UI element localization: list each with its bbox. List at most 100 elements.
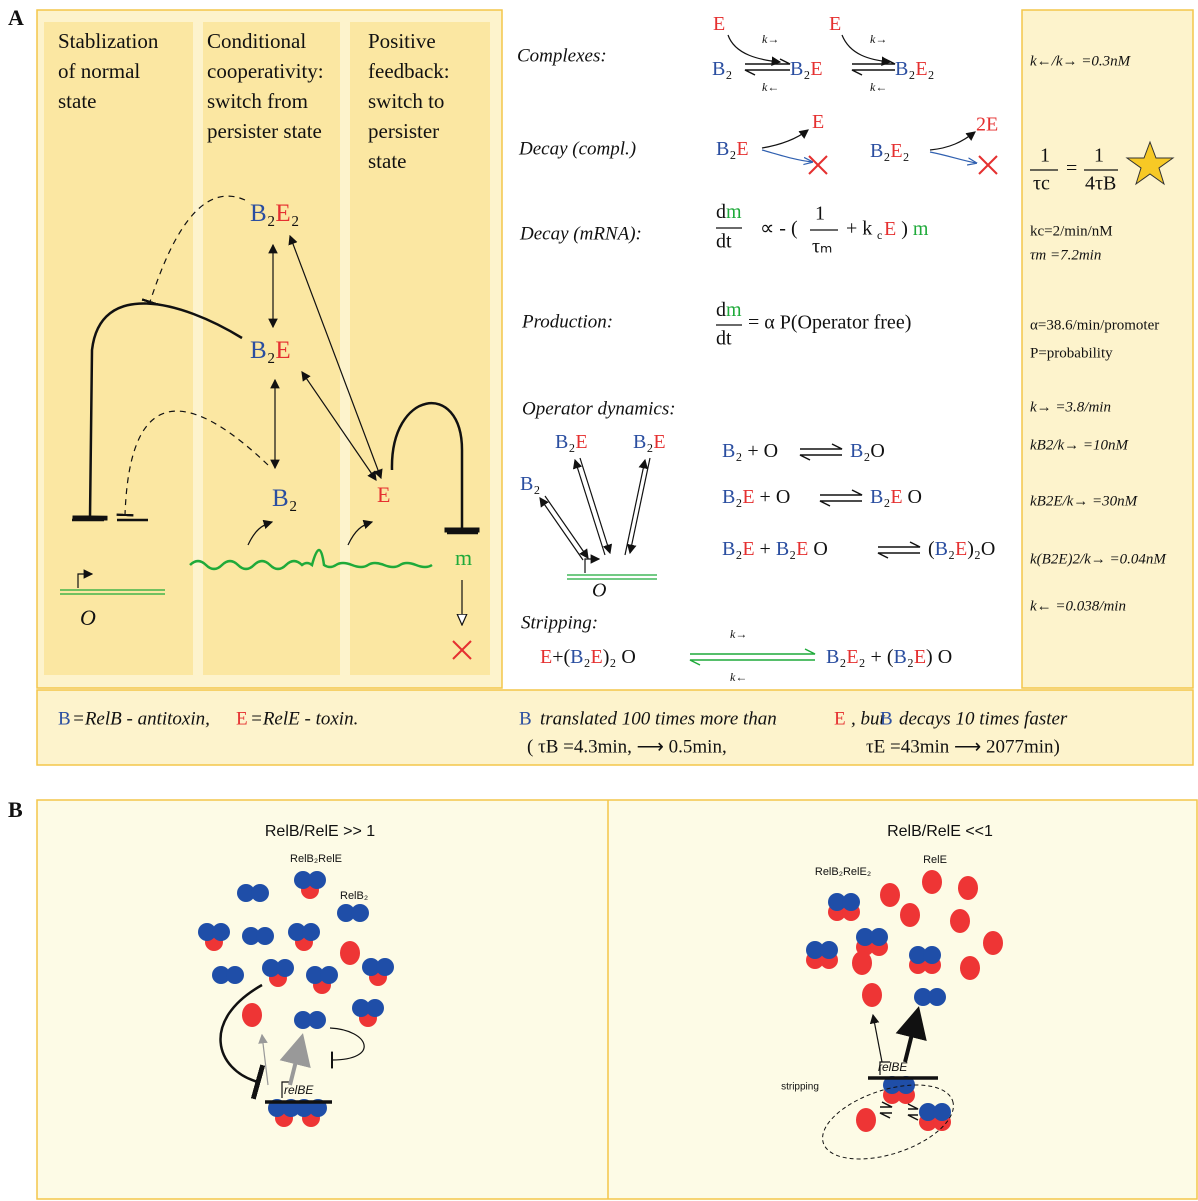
label: kB2E/k→ =30nM <box>1030 493 1139 509</box>
label: RelB₂RelE <box>290 853 342 865</box>
connector <box>281 1081 292 1098</box>
connector <box>247 519 274 546</box>
label: k← <box>870 80 887 94</box>
label: 1 <box>1094 145 1104 167</box>
antitoxin <box>919 1103 937 1121</box>
label: kB2/k→ =10nM <box>1030 437 1130 453</box>
label: k(B2E)2/k→ =0.04nM <box>1030 551 1167 567</box>
label: RelE <box>923 854 947 866</box>
antitoxin <box>352 999 370 1017</box>
label: α=38.6/min/promoter <box>1030 317 1159 333</box>
label: B₂ <box>712 58 732 80</box>
toxin <box>242 1003 262 1027</box>
toxin <box>880 883 900 907</box>
connector <box>907 1103 919 1110</box>
label: E <box>377 482 390 507</box>
label: B₂ + O <box>722 440 778 462</box>
label: + k <box>846 218 872 240</box>
label: B <box>8 797 23 822</box>
connector <box>744 69 790 76</box>
connector <box>978 155 998 175</box>
label: B₂ <box>520 473 540 495</box>
label: τₘ <box>812 236 833 258</box>
connector <box>808 155 828 175</box>
label: RelB₂RelE₂ <box>815 866 871 878</box>
label: 4τB <box>1085 173 1116 195</box>
connector <box>877 552 920 559</box>
label: B₂E + O <box>722 486 790 508</box>
connector <box>579 457 613 555</box>
antitoxin <box>897 1076 915 1094</box>
antitoxin <box>198 923 216 941</box>
panel <box>36 689 1194 766</box>
label: B₂E <box>790 58 823 80</box>
label: = <box>1066 158 1077 180</box>
connector <box>539 497 584 561</box>
antitoxin <box>337 904 355 922</box>
connector <box>880 1101 893 1108</box>
antitoxin <box>262 959 280 977</box>
connector <box>879 1061 890 1075</box>
label: τm =7.2min <box>1030 247 1101 263</box>
label: E <box>829 13 841 35</box>
connector <box>869 1013 883 1063</box>
label: , but <box>851 708 886 729</box>
label: Positive <box>368 29 436 53</box>
label: B₂O <box>850 440 885 462</box>
label: Stablization <box>58 29 159 53</box>
antitoxin <box>914 988 932 1006</box>
antitoxin <box>288 923 306 941</box>
panel <box>36 799 1198 1200</box>
panel <box>1021 9 1194 689</box>
antitoxin <box>351 904 369 922</box>
connector <box>116 410 269 517</box>
label: Production: <box>521 311 613 332</box>
label: ( τB =4.3min, ⟶ 0.5min, <box>527 736 727 757</box>
label: O <box>592 580 606 602</box>
antitoxin <box>362 958 380 976</box>
label: 1 <box>1040 145 1050 167</box>
connector <box>347 519 374 546</box>
connector <box>745 58 791 65</box>
antitoxin <box>276 959 294 977</box>
antitoxin <box>242 927 260 945</box>
connector <box>584 554 601 573</box>
toxin <box>856 1108 876 1132</box>
star-icon <box>1125 140 1175 186</box>
label: k→ =3.8/min <box>1030 399 1111 415</box>
label: B₂ <box>272 485 297 512</box>
label: dt <box>716 231 732 253</box>
label: state <box>368 149 406 173</box>
antitoxin <box>226 966 244 984</box>
label: E <box>236 708 248 729</box>
toxin <box>950 909 970 933</box>
antitoxin <box>308 871 326 889</box>
toxin <box>862 983 882 1007</box>
antitoxin <box>294 1011 312 1029</box>
connector <box>799 454 842 461</box>
connector <box>761 129 809 149</box>
label: k← =0.038/min <box>1030 598 1126 614</box>
connector <box>77 569 94 588</box>
antitoxin <box>237 884 255 902</box>
label: k→ <box>762 32 779 46</box>
label: relBE <box>878 1060 908 1074</box>
connector <box>820 489 863 496</box>
label: B₂E <box>716 138 749 160</box>
label: E <box>834 708 846 729</box>
connector <box>572 458 606 556</box>
antitoxin <box>923 946 941 964</box>
antitoxin <box>251 884 269 902</box>
label: (B₂E)₂O <box>928 538 995 560</box>
label: persister state <box>207 119 322 143</box>
label: Decay (mRNA): <box>519 223 642 244</box>
label: ∝ - ( <box>760 218 798 240</box>
antitoxin <box>928 988 946 1006</box>
connector <box>761 149 812 162</box>
antitoxin <box>828 893 846 911</box>
label: RelB/RelE <<1 <box>887 823 993 840</box>
antitoxin <box>806 941 824 959</box>
connector <box>907 1114 919 1121</box>
connector <box>452 640 472 660</box>
label: k←/k→ =0.3nM <box>1030 53 1132 69</box>
